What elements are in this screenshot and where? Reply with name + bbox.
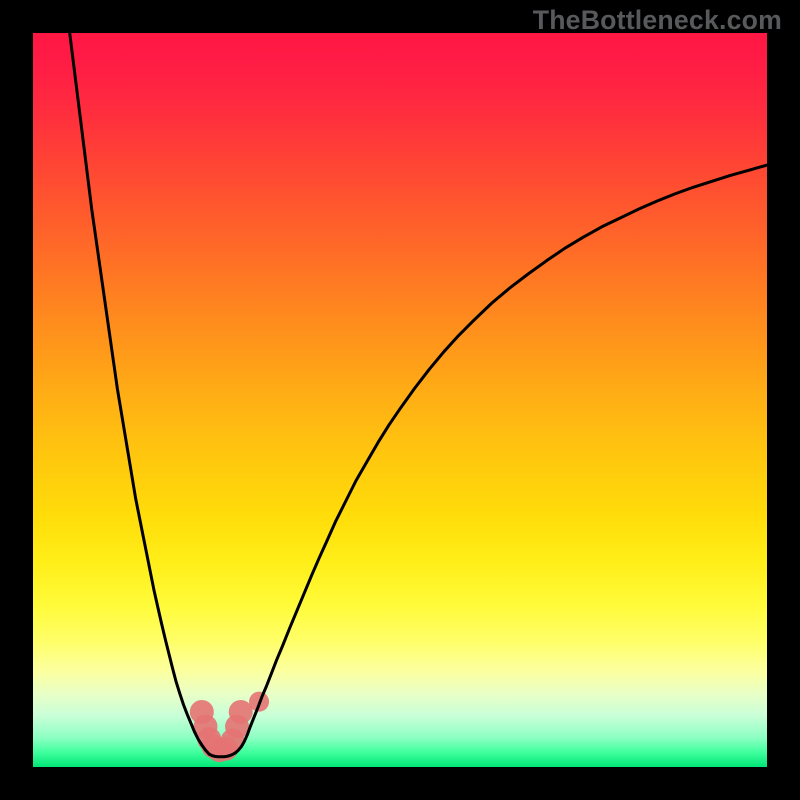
- figure-root: TheBottleneck.com: [0, 0, 800, 800]
- watermark-label: TheBottleneck.com: [533, 5, 782, 36]
- plot-svg: [33, 33, 767, 767]
- gradient-background: [33, 33, 767, 767]
- marker-dot: [229, 700, 253, 724]
- plot-panel: [33, 33, 767, 767]
